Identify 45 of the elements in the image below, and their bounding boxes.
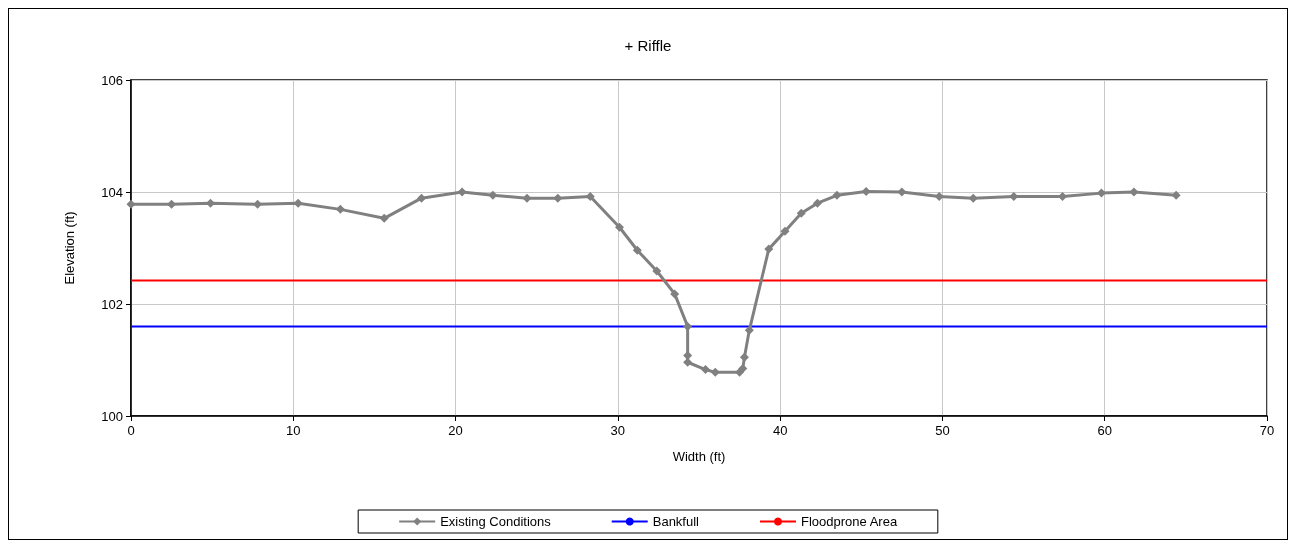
- point: [764, 244, 774, 254]
- point: [126, 199, 136, 209]
- point: [379, 213, 389, 223]
- x-tick-label: 60: [1097, 423, 1112, 438]
- point: [553, 193, 563, 203]
- x-tick-label: 30: [610, 423, 626, 438]
- x-tick-label: 50: [935, 423, 950, 438]
- point: [897, 187, 907, 197]
- point: [614, 222, 624, 232]
- point: [812, 198, 822, 208]
- x-axis-title: Width (ft): [672, 449, 726, 464]
- point: [934, 191, 944, 201]
- legend-label: Floodprone Area: [800, 514, 898, 529]
- point: [780, 226, 790, 236]
- x-tick-label: 40: [772, 423, 788, 438]
- point: [652, 266, 662, 276]
- y-axis-title: Elevation (ft): [62, 211, 77, 285]
- x-tick-label: 70: [1259, 423, 1275, 438]
- point: [632, 245, 642, 255]
- point: [670, 289, 680, 299]
- point: [1129, 187, 1139, 197]
- legend-label: Existing Conditions: [440, 514, 552, 529]
- point: [1171, 190, 1181, 200]
- point: [683, 321, 693, 331]
- point: [522, 193, 532, 203]
- x-tick-label: 10: [286, 423, 301, 438]
- point: [968, 193, 978, 203]
- point: [335, 204, 345, 214]
- x-tick-label: 20: [448, 423, 463, 438]
- point: [700, 365, 710, 375]
- point: [796, 208, 806, 218]
- legend-label: Bankfull: [652, 514, 700, 529]
- x-tick-label: 0: [127, 423, 135, 438]
- chart-title: + Riffle: [624, 37, 672, 54]
- point: [744, 325, 754, 335]
- point: [710, 367, 720, 377]
- point: [416, 193, 426, 203]
- y-tick-label: 104: [101, 184, 123, 200]
- y-tick-label: 106: [101, 72, 123, 88]
- y-tick-label: 100: [101, 408, 123, 424]
- y-tick-label: 102: [101, 296, 123, 312]
- point: [457, 187, 467, 197]
- point: [585, 191, 595, 201]
- point: [832, 190, 842, 200]
- point: [739, 352, 749, 362]
